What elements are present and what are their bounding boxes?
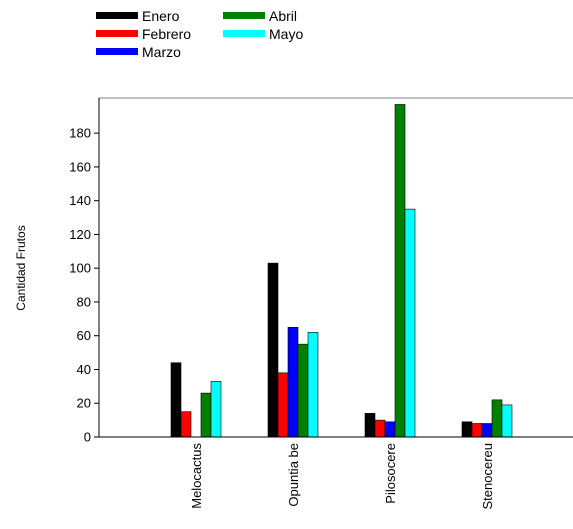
legend: Enero Febrero Marzo Abril Mayo <box>96 8 303 60</box>
y-tick-label: 20 <box>77 396 91 411</box>
bar <box>297 343 309 438</box>
bar <box>210 380 222 438</box>
legend-label: Marzo <box>142 44 181 60</box>
bar <box>394 104 406 438</box>
bar <box>404 208 416 438</box>
bar <box>200 392 212 438</box>
bar <box>267 262 279 438</box>
y-axis-title: Cantidad Frutos <box>14 225 28 310</box>
bar <box>461 421 473 438</box>
axes <box>98 97 573 438</box>
bar <box>277 372 289 438</box>
bar <box>180 411 192 438</box>
y-tick-label: 180 <box>69 126 91 141</box>
bar <box>374 419 386 438</box>
bar <box>307 332 319 438</box>
x-category-label: Melocactus <box>189 443 204 509</box>
legend-label: Enero <box>142 8 180 24</box>
y-tick-label: 100 <box>69 261 91 276</box>
bar <box>471 423 483 438</box>
legend-label: Abril <box>269 8 297 24</box>
y-tick-label: 120 <box>69 227 91 242</box>
bar <box>364 413 376 438</box>
bar <box>384 421 396 438</box>
y-ticks: 0 20 40 60 80 100 120 140 160 180 <box>69 126 99 445</box>
bar <box>481 423 493 438</box>
y-tick-label: 80 <box>77 294 91 309</box>
legend-swatch <box>96 48 138 55</box>
legend-swatch <box>223 30 265 37</box>
x-category-label: Stenocereu <box>480 443 495 510</box>
x-category-labels: Melocactus Opuntia be Pilosocere Stenocereu <box>189 443 495 510</box>
x-category-label: Pilosocere <box>383 443 398 504</box>
y-tick-label: 0 <box>84 430 91 445</box>
legend-swatch <box>96 30 138 37</box>
y-tick-label: 140 <box>69 193 91 208</box>
y-tick-label: 160 <box>69 159 91 174</box>
legend-swatch <box>96 12 138 19</box>
y-tick-label: 60 <box>77 328 91 343</box>
bar <box>287 326 299 438</box>
bars <box>170 104 513 438</box>
legend-label: Mayo <box>269 26 303 42</box>
bar <box>170 362 182 438</box>
legend-label: Febrero <box>142 26 191 42</box>
y-tick-label: 40 <box>77 362 91 377</box>
bar <box>491 399 503 438</box>
x-category-label: Opuntia be <box>286 443 301 507</box>
bar <box>501 404 513 438</box>
legend-swatch <box>223 12 265 19</box>
